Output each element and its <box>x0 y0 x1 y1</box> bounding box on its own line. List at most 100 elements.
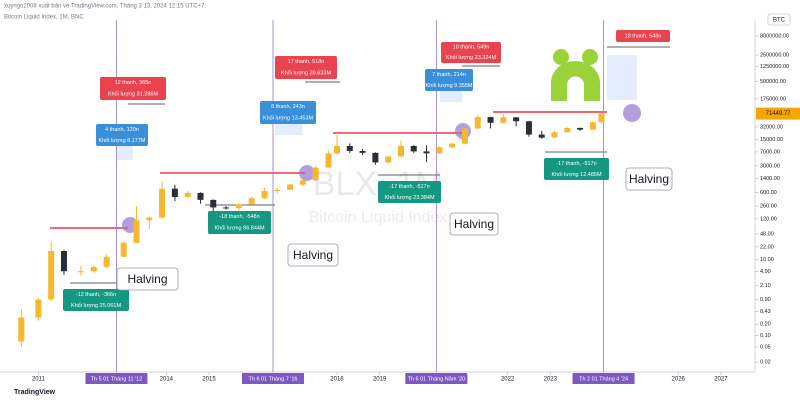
y-tick-label: 600.00 <box>760 190 777 196</box>
halving-date-box <box>572 373 635 384</box>
y-tick-label: 48.00 <box>760 231 774 237</box>
halving-date: Th 6 01 Tháng 7 '16 <box>249 376 298 382</box>
range-box <box>100 77 166 100</box>
range-box <box>616 30 670 42</box>
candle-body <box>385 156 392 163</box>
range-text: 12 thanh, 365n <box>115 80 152 86</box>
halving-callout: Halving <box>127 272 167 286</box>
candle-body <box>210 199 217 208</box>
range-box <box>275 56 337 79</box>
candle-body <box>333 146 340 154</box>
range-text: Khối lượng 23.384M <box>384 195 435 201</box>
y-tick-label: 2.10 <box>760 283 771 289</box>
x-tick-label: 2026 <box>672 377 686 383</box>
halving-marker <box>623 104 641 122</box>
range-text: 17 thanh, 518n <box>288 59 325 65</box>
currency: BTC <box>773 18 786 24</box>
range-text: Khối lượng 9.355M <box>425 83 472 89</box>
price-label-box <box>756 107 800 120</box>
y-tick-label: 8000000.00 <box>760 33 789 39</box>
y-tick-label: 4.90 <box>760 269 771 275</box>
x-tick-label: 2018 <box>330 377 344 383</box>
y-tick-label: 3000.00 <box>760 163 780 169</box>
y-tick-label: 260.00 <box>760 204 777 210</box>
candle-body <box>551 132 558 138</box>
candle-body <box>184 192 191 198</box>
logo-dot <box>582 49 598 65</box>
logo <box>551 49 600 101</box>
halving-date-box <box>85 373 148 384</box>
halving-callout: Halving <box>293 248 333 262</box>
candle-body <box>577 127 584 130</box>
candle-body <box>500 117 507 123</box>
logo-dot <box>553 49 569 65</box>
range-text: 8 thanh, 243n <box>271 104 305 110</box>
candle-body <box>423 151 430 154</box>
candle-body <box>436 147 443 154</box>
x-tick-label: 2014 <box>160 377 174 383</box>
y-tick-label: 0.02 <box>760 360 771 366</box>
candle-body <box>287 184 294 190</box>
halving-date: Th 5 01 Tháng 11 '12 <box>91 376 143 382</box>
y-tick-label: 1250000.00 <box>760 64 789 70</box>
range-box <box>96 124 148 146</box>
halving-callout: Halving <box>454 217 494 231</box>
logo-arch <box>551 60 600 101</box>
candle-body <box>299 180 306 185</box>
range-arrows <box>70 46 670 284</box>
candle-body <box>461 128 468 144</box>
range-text: Khối lượng 31.286M <box>108 92 159 98</box>
halving-callout-box <box>625 167 673 191</box>
range-text: -17 thanh, -517n <box>556 161 596 167</box>
halving-date: Th 6 01 Tháng Năm '20 <box>408 376 466 382</box>
x-tick-label: 2023 <box>544 377 558 383</box>
y-tick-label: 32000.00 <box>760 124 783 130</box>
candle-body <box>261 191 268 199</box>
candle-body <box>525 121 532 135</box>
candle-body <box>346 146 353 151</box>
y-tick-label: 0.10 <box>760 333 771 339</box>
ath-lines <box>50 111 607 229</box>
range-text: Khối lượng 39.633M <box>281 71 332 77</box>
halving-callout: Halving <box>629 172 669 186</box>
candle-body <box>589 122 596 130</box>
y-tick-label: 175000.00 <box>760 96 786 102</box>
range-box <box>378 181 441 203</box>
candle-body <box>171 188 178 198</box>
range-text: Khối lượng 86.844M <box>214 226 265 232</box>
y-tick-label: 120.00 <box>760 216 777 222</box>
candle-body <box>598 113 605 123</box>
y-tick-label: 0.20 <box>760 322 771 328</box>
candle-body <box>78 271 85 273</box>
y-tick-label: 500000.00 <box>760 79 786 85</box>
range-text: -17 thanh, -517n <box>389 184 429 190</box>
chart-title: Bitcoin Liquid Index, 1M, BNC <box>4 15 84 21</box>
y-tick-label: 0.05 <box>760 345 771 351</box>
x-tick-label: 2015 <box>202 377 216 383</box>
y-tick-label: 10.00 <box>760 257 774 263</box>
candle-body <box>325 153 332 168</box>
candle-body <box>274 189 281 192</box>
range-box <box>260 101 316 124</box>
halving-callout-box <box>116 267 179 291</box>
x-tick-label: 2027 <box>714 377 728 383</box>
candle-body <box>564 127 571 133</box>
candle-body <box>146 217 153 221</box>
y-tick-label: 7000.00 <box>760 149 780 155</box>
range-box <box>63 289 129 311</box>
x-tick-label: 2011 <box>32 377 46 383</box>
y-tick-label: 0.90 <box>760 297 771 303</box>
halving-callout-box <box>287 243 339 267</box>
watermark-subtitle: Bitcoin Liquid Index <box>309 209 448 226</box>
candle-body <box>18 317 25 342</box>
range-text: Khối lượng 25.061M <box>71 303 122 309</box>
candle-body <box>449 143 456 148</box>
candle-body <box>90 266 97 272</box>
halving-date-box <box>405 373 468 384</box>
range-text: Khối lượng 12.485M <box>551 172 602 178</box>
candle-body <box>397 146 404 157</box>
price-label: 71449.77 <box>765 111 791 117</box>
x-tick-label: 2022 <box>501 377 515 383</box>
